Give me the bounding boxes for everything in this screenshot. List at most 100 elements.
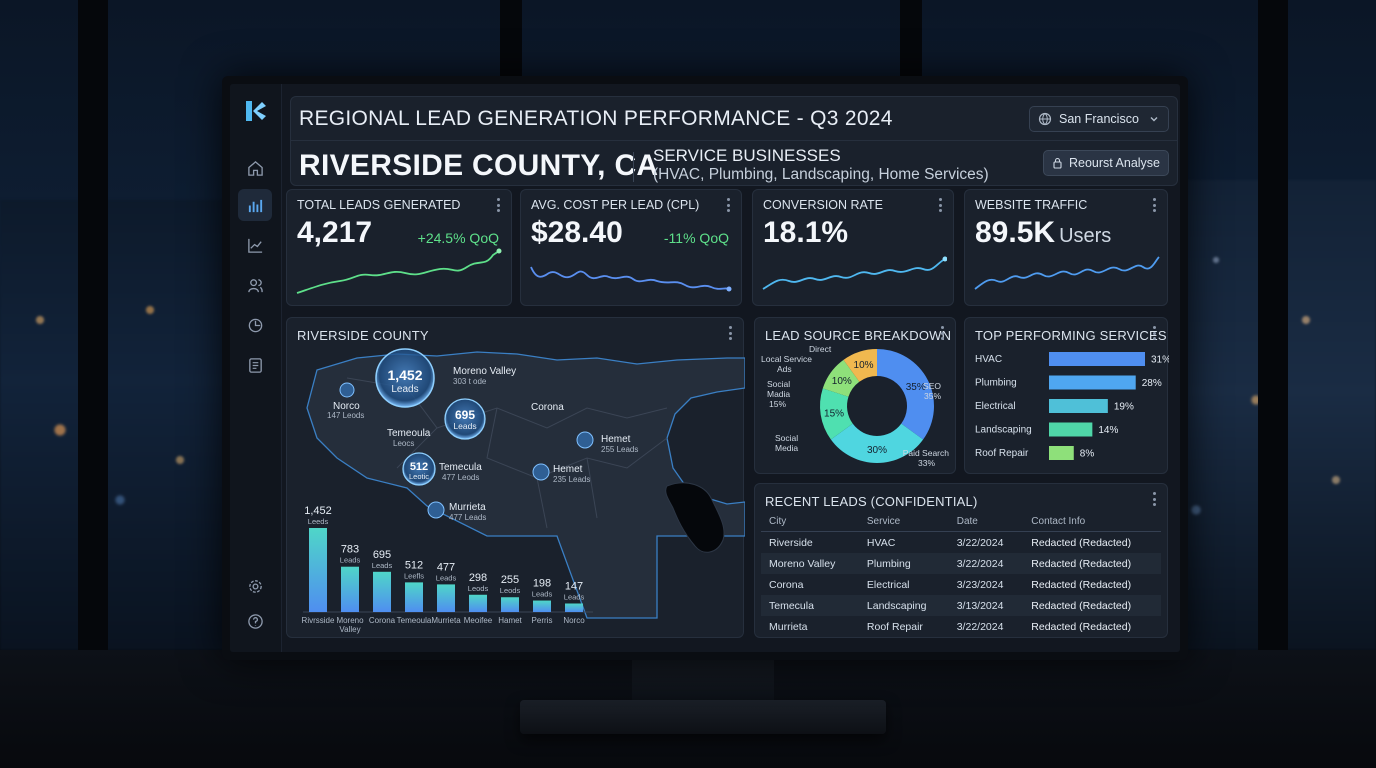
- table-row[interactable]: Corona Electrical 3/23/2024 Redacted (Re…: [761, 574, 1161, 595]
- more-options-icon[interactable]: [939, 326, 945, 340]
- kpi-card-total-leads: TOTAL LEADS GENERATED 4,217 +24.5% QoQ: [286, 189, 512, 306]
- map-dot-murrieta[interactable]: [427, 501, 445, 519]
- service-value: 31%: [1151, 355, 1169, 366]
- bar-category-label: Hamet: [498, 616, 522, 625]
- bar-unit-label: Leeds: [308, 517, 329, 526]
- table-row[interactable]: Temecula Landscaping 3/13/2024 Redacted …: [761, 595, 1161, 616]
- bar-category-label: Temeoula: [397, 616, 432, 625]
- table-row[interactable]: Riverside HVAC 3/22/2024 Redacted (Redac…: [761, 532, 1161, 554]
- service-value: 19%: [1114, 402, 1134, 413]
- county-map[interactable]: 1,452 Leads 695 Leads 512 Leotic Moreno …: [287, 318, 745, 639]
- location-select[interactable]: San Francisco: [1029, 106, 1169, 132]
- kpi-card-traffic: WEBSITE TRAFFIC 89.5K Users: [964, 189, 1168, 306]
- bar-category-label: Rivrsside: [302, 616, 335, 625]
- kpi-title: CONVERSION RATE: [763, 198, 883, 212]
- bar: [469, 594, 487, 612]
- city-boundaries: [346, 377, 668, 529]
- donut-outer-label: Paid Search: [903, 448, 950, 458]
- column-header[interactable]: Contact Info: [1023, 511, 1161, 532]
- city-label: Hemet: [553, 464, 583, 475]
- bar: [373, 571, 391, 612]
- business-title: SERVICE BUSINESSES: [653, 146, 841, 165]
- kpi-value: 4,217: [297, 216, 373, 249]
- map-dot-norco[interactable]: [339, 382, 355, 398]
- bar-value-label: 147: [565, 580, 583, 592]
- map-dot-hemet-2[interactable]: [532, 463, 550, 481]
- cell-date: 3/22/2024: [948, 553, 1024, 574]
- table-row[interactable]: Murrieta Roof Repair 3/22/2024 Redacted …: [761, 616, 1161, 637]
- kpi-value: 89.5K Users: [975, 216, 1111, 250]
- nav-bar-chart[interactable]: [238, 189, 272, 221]
- monitor-base: [520, 700, 886, 734]
- service-name: Electrical: [975, 401, 1016, 412]
- cell-service: Roof Repair: [866, 621, 923, 633]
- map-bubble-riverside[interactable]: 1,452 Leads: [375, 348, 435, 408]
- more-options-icon[interactable]: [725, 198, 731, 212]
- settings-icon: [248, 579, 262, 593]
- cell-city: Corona: [769, 579, 804, 591]
- bubble: [402, 452, 436, 486]
- more-options-icon[interactable]: [1151, 198, 1157, 212]
- panel-title: LEAD SOURCE BREAKDOWN: [765, 328, 952, 343]
- bar-value-label: 695: [373, 549, 391, 561]
- service-name: HVAC: [975, 354, 1002, 365]
- service-bar: [1049, 375, 1136, 390]
- cell-service: Landscaping: [858, 595, 949, 616]
- nav-analytics[interactable]: [238, 309, 272, 341]
- column-header[interactable]: City: [761, 511, 859, 532]
- map-bubble-murrieta[interactable]: 512 Leotic: [402, 452, 436, 486]
- city-label: Norco: [333, 401, 360, 412]
- column-header[interactable]: Service: [858, 511, 949, 532]
- kpi-unit: Users: [1059, 225, 1112, 247]
- bar-unit-label: Leads: [436, 573, 457, 582]
- service-value: 14%: [1098, 425, 1118, 436]
- donut-outer-label: Ads: [777, 364, 792, 374]
- map-bubble-temecula[interactable]: 695 Leads: [444, 398, 486, 440]
- bubble-value: 512: [410, 461, 428, 473]
- city-label: Hemet: [601, 434, 631, 445]
- bubble: [375, 348, 435, 408]
- cell-contact: Redacted (Redacted): [1023, 553, 1161, 574]
- bar-category-label: Moreno: [336, 616, 364, 625]
- report-analysis-button[interactable]: Reourst Analyse: [1043, 150, 1169, 176]
- more-options-icon[interactable]: [495, 198, 501, 212]
- nav-home[interactable]: [238, 152, 272, 184]
- column-header[interactable]: Date: [948, 511, 1024, 532]
- kpi-sparkline: [974, 256, 1160, 290]
- report-button-label: Reourst Analyse: [1068, 156, 1161, 170]
- table-row[interactable]: Moreno Valley Plumbing 3/22/2024 Redacte…: [761, 553, 1161, 574]
- header-divider: [291, 140, 1177, 141]
- more-options-icon[interactable]: [1151, 326, 1157, 340]
- logo-icon: [246, 101, 266, 121]
- cell-service: Electrical: [866, 579, 910, 591]
- nav-help[interactable]: [238, 605, 272, 637]
- cell-contact: Redacted (Redacted): [1031, 537, 1132, 549]
- donut-outer-label: Madia: [767, 389, 790, 399]
- nav-reports[interactable]: [238, 349, 272, 381]
- panel-title: TOP PERFORMING SERVICES: [975, 328, 1167, 343]
- city-label: Murrieta: [449, 502, 486, 513]
- bubble-value: 1,452: [387, 367, 422, 383]
- bar-value-label: 298: [469, 572, 487, 584]
- recent-leads-panel: RECENT LEADS (CONFIDENTIAL) City Service…: [754, 483, 1168, 638]
- kpi-delta: -11% QoQ: [663, 230, 729, 246]
- more-options-icon[interactable]: [1151, 492, 1157, 506]
- city-lights-left: [0, 200, 230, 650]
- map-dot-hemet[interactable]: [576, 431, 594, 449]
- more-options-icon[interactable]: [937, 198, 943, 212]
- nav-line-chart[interactable]: [238, 229, 272, 261]
- nav-users[interactable]: [238, 269, 272, 301]
- dashboard-screen: REGIONAL LEAD GENERATION PERFORMANCE - Q…: [230, 84, 1180, 652]
- bar-category-label: Corona: [369, 616, 396, 625]
- city-label: Temeoula: [387, 428, 431, 439]
- city-label: Corona: [531, 402, 564, 413]
- donut-slice-label: 30%: [867, 445, 887, 456]
- donut-slice-label: 35%: [906, 382, 926, 393]
- city-sublabel: 477 Leods: [442, 473, 479, 482]
- bar: [501, 597, 519, 612]
- more-options-icon[interactable]: [727, 326, 733, 340]
- donut-outer-label: Social: [767, 379, 790, 389]
- globe-icon: [1038, 112, 1052, 126]
- nav-settings[interactable]: [238, 570, 272, 602]
